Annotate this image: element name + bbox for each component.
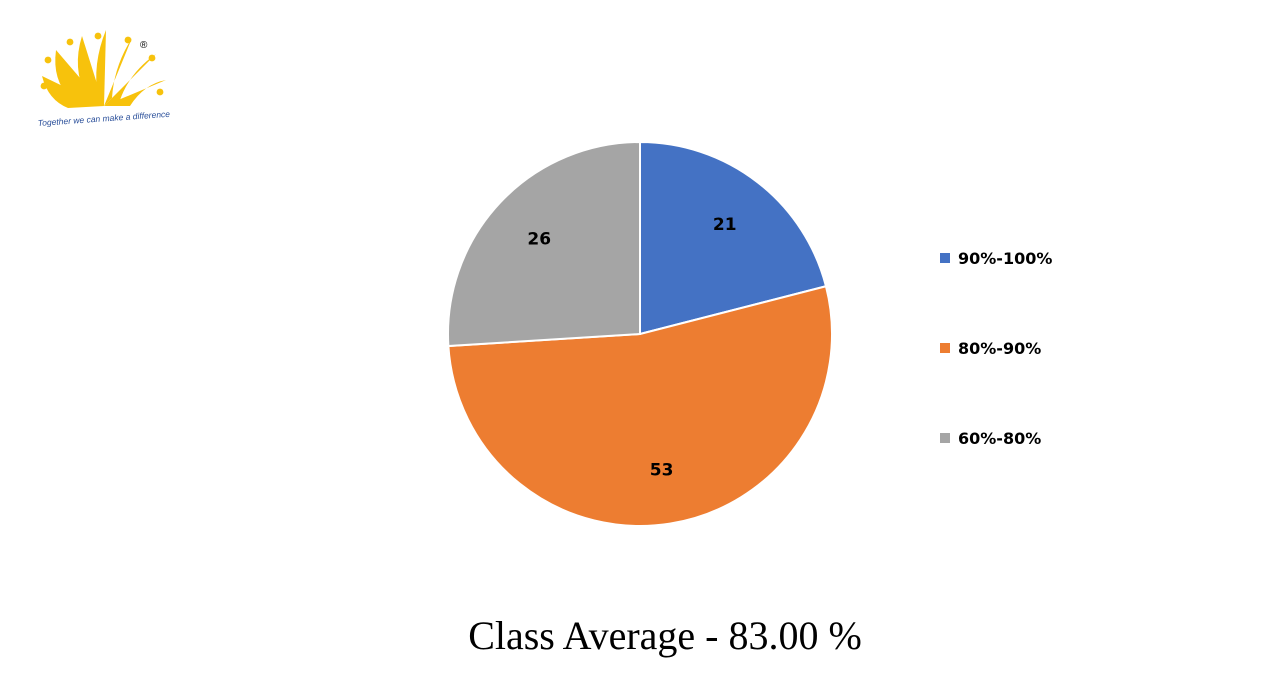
legend-swatch <box>940 433 950 443</box>
slice-value-label: 26 <box>527 229 551 249</box>
legend-item: 90%-100% <box>940 248 1052 268</box>
legend-swatch <box>940 253 950 263</box>
legend-swatch <box>940 343 950 353</box>
sun-emblem-icon <box>40 30 166 108</box>
slice-value-label: 21 <box>713 215 737 235</box>
pie-slice-80-90 <box>447 285 833 527</box>
legend-label: 60%-80% <box>958 428 1042 448</box>
legend-label: 80%-90% <box>958 338 1042 358</box>
pie-slice-60-80 <box>447 140 641 348</box>
legend-item: 60%-80% <box>940 428 1052 448</box>
brand-logo: ® Together we can make a difference <box>37 30 171 128</box>
slice-value-label: 53 <box>650 461 674 481</box>
legend-item: 80%-90% <box>940 338 1052 358</box>
registered-mark: ® <box>140 40 148 51</box>
chart-legend: 90%-100% 80%-90% 60%-80% <box>940 248 1052 518</box>
class-average-caption: Class Average - 83.00 % <box>468 613 862 658</box>
pie-slice-90-100 <box>639 140 828 336</box>
legend-label: 90%-100% <box>958 248 1053 268</box>
